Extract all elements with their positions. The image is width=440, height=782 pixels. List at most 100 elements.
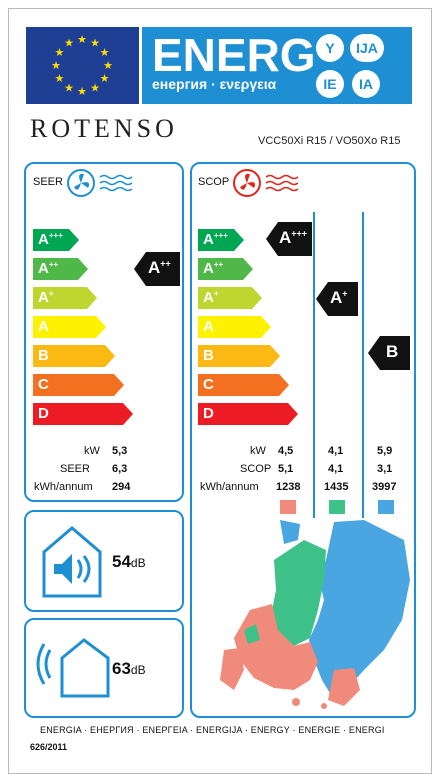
climate-swatch-colder [378,500,394,514]
seer-rating-plus: ++ [160,258,171,269]
brand-name: ROTENSO [30,114,178,143]
scop-column-divider [313,212,315,518]
scop-class-label: A+++ [203,231,228,248]
indoor-noise-unit: dB [130,556,146,570]
scop-avg-kw: 4,5 [278,445,294,457]
outdoor-noise: 63dB [112,659,146,679]
outdoor-noise-unit: dB [130,663,146,677]
seer-rating-arrow: A++ [134,252,180,290]
class-letter: C [38,376,49,393]
seer-class-arrow: A [33,316,106,338]
seer-row-seer-label: SEER [60,463,90,475]
fan-heating-icon [232,168,304,202]
scop-class-label: A [203,318,214,335]
indoor-noise-panel [24,510,184,612]
seer-class-arrow: A++ [33,258,88,280]
seer-panel [24,162,184,502]
seer-class-arrow: A+++ [33,229,79,251]
outdoor-noise-panel [24,618,184,718]
class-letter: A [38,231,49,248]
class-letter: A [203,231,214,248]
indoor-unit-speaker-icon [38,522,106,604]
suffix-ija: IJA [350,34,384,62]
scop-avg-kwh: 1238 [276,481,301,493]
eu-star-icon: ★ [55,72,65,85]
scop-class-label: C [203,376,214,393]
class-letter: A [38,318,49,335]
class-plus: + [48,289,54,298]
class-plus: + [213,289,219,298]
scop-rating-arrow-warmer: A+ [316,282,358,320]
scop-warm-kw: 4,1 [328,445,344,457]
scop-rating-letter: A [279,228,292,247]
eu-star-icon: ★ [103,59,113,72]
class-letter: B [38,347,49,364]
class-letter: C [203,376,214,393]
europe-climate-map [214,520,410,714]
class-letter: A [203,260,214,277]
scop-column-divider [362,212,364,518]
eu-star-icon: ★ [100,46,110,59]
climate-swatch-average [280,500,296,514]
seer-title: SEER [33,176,63,188]
eu-star-icon: ★ [55,46,65,59]
seer-class-arrow: C [33,374,124,396]
outdoor-noise-value: 63 [112,659,131,678]
scop-cold-scop: 3,1 [377,463,393,475]
scop-row-kw-label: kW [250,445,266,457]
class-letter: D [38,405,49,422]
seer-class-label: A++ [38,260,58,277]
scop-class-label: A++ [203,260,223,277]
class-letter: A [38,260,49,277]
scop-class-arrow: A+ [198,287,262,309]
energy-subtitle: енергия · ενεργεια [152,76,277,92]
fan-cooling-icon [66,168,138,202]
seer-class-label: B [38,347,49,364]
eu-star-icon: ★ [51,59,61,72]
scop-avg-scop: 5,1 [278,463,294,475]
footer-languages: ENERGIA · ЕНЕРГИЯ · ΕΝΕΡΓΕΙΑ · ENERGIJA … [40,725,385,735]
scop-class-arrow: C [198,374,289,396]
class-plus: +++ [48,231,63,240]
seer-class-label: C [38,376,49,393]
scop-class-arrow: A++ [198,258,253,280]
scop-row-kwh-label: kWh/annum [200,481,259,493]
seer-row-kwh-label: kWh/annum [34,481,93,493]
scop-rating-plus: +++ [291,228,308,239]
scop-cold-kwh: 3997 [372,481,397,493]
seer-row-kw-value: 5,3 [112,445,128,457]
scop-rating-arrow-average: A+++ [266,222,312,260]
scop-row-scop-label: SCOP [240,463,272,475]
scop-rating-arrow-colder: B [368,336,410,374]
scop-panel [190,162,416,718]
suffix-ia: IA [352,70,380,98]
outdoor-unit-speaker-icon [32,636,112,704]
suffix-y: Y [316,34,344,62]
seer-class-label: A+ [38,289,54,306]
seer-class-label: A+++ [38,231,63,248]
class-plus: ++ [213,260,224,269]
climate-swatch-warmer [329,500,345,514]
scop-class-label: B [203,347,214,364]
energy-title: ENERG [152,29,316,81]
suffix-ie: IE [316,70,344,98]
scop-title: SCOP [198,176,230,188]
indoor-noise: 54dB [112,552,146,572]
class-letter: A [203,289,214,306]
scop-warm-kwh: 1435 [324,481,349,493]
class-plus: ++ [48,260,59,269]
eu-star-icon: ★ [90,36,100,49]
class-letter: B [203,347,214,364]
scop-class-arrow: A [198,316,271,338]
seer-row-kw-label: kW [84,445,100,457]
class-plus: +++ [213,231,228,240]
regulation-number: 626/2011 [30,742,68,752]
indoor-noise-value: 54 [112,552,131,571]
scop-cold-kw: 5,9 [377,445,393,457]
seer-class-label: A [38,318,49,335]
eu-star-icon: ★ [77,85,87,98]
eu-star-icon: ★ [64,82,74,95]
seer-row-kwh-value: 294 [112,481,131,493]
scop-rating-plus: + [342,288,348,299]
scop-class-label: D [203,405,214,422]
